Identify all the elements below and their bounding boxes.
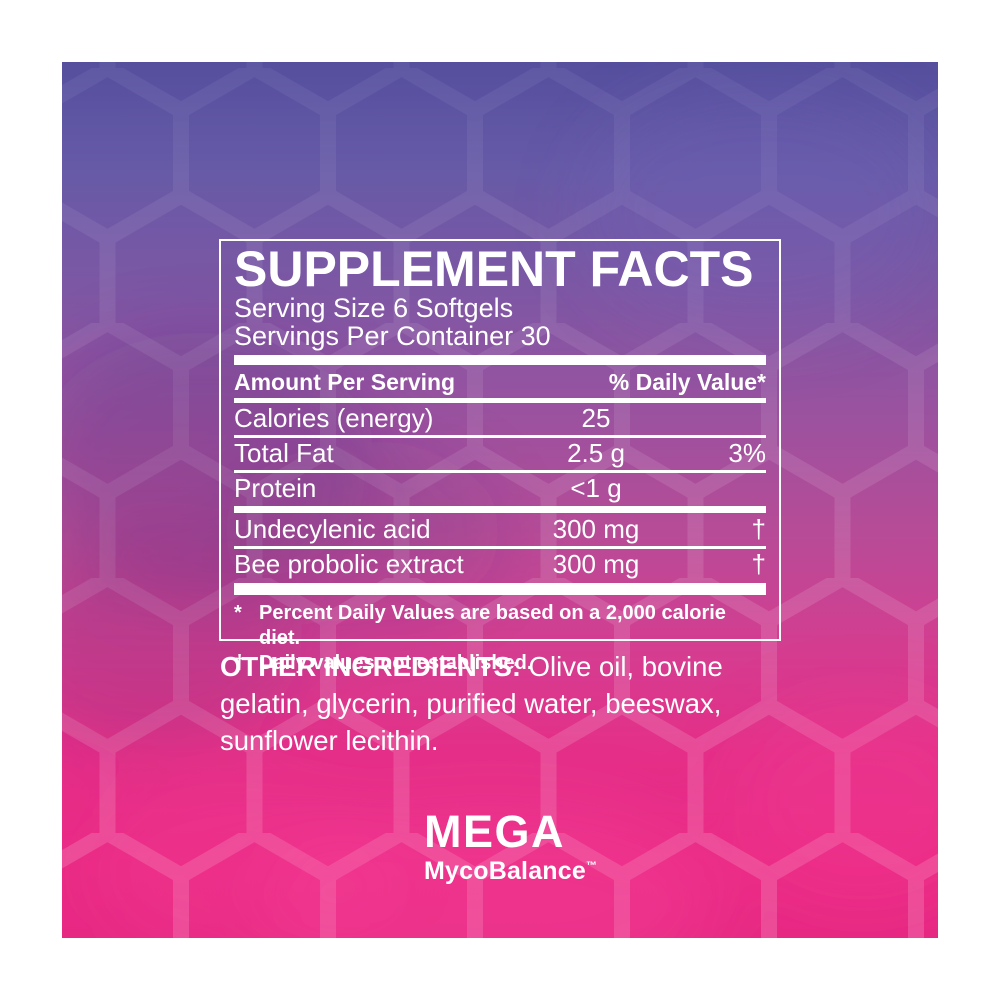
other-ingredients-label: OTHER INGREDIENTS: [220,651,521,682]
row-name: Calories (energy) [234,403,434,433]
divider-thick-top [234,355,766,365]
row-amount: 2.5 g [567,438,625,468]
row-name: Total Fat [234,438,334,468]
footnote-symbol: * [234,601,242,624]
table-row-undecylenic-acid: Undecylenic acid 300 mg † [234,514,766,546]
footnote-symbol: † [234,651,246,674]
column-header-row: Amount Per Serving % Daily Value* [234,365,766,398]
row-name: Undecylenic acid [234,514,431,544]
footnote-text: Percent Daily Values are based on a 2,00… [259,601,726,649]
table-row-total-fat: Total Fat 2.5 g 3% [234,438,766,470]
divider-thick-middle [234,505,766,513]
amount-per-serving-header: Amount Per Serving [234,369,456,395]
divider-thin [234,434,766,438]
brand-product-name: MycoBalance™ [424,853,597,884]
divider-thin [234,469,766,473]
daily-value-header: % Daily Value* [608,369,766,395]
row-name: Bee probolic extract [234,549,464,579]
row-dv: 3% [728,438,766,468]
table-row-bee-probolic-extract: Bee probolic extract 300 mg † [234,549,766,581]
table-row-calories: Calories (energy) 25 [234,403,766,435]
row-dv: † [751,549,766,579]
row-amount: 25 [581,403,611,433]
row-amount: <1 g [570,473,622,503]
divider-thick-bottom [234,582,766,595]
trademark-symbol: ™ [586,860,597,872]
serving-size: Serving Size 6 Softgels [234,293,514,323]
brand-logo: MEGA MycoBalance™ [424,806,597,884]
row-name: Protein [234,473,317,503]
brand-name: MEGA [424,806,565,857]
brand-product-text: MycoBalance [424,857,586,885]
panel-title: SUPPLEMENT FACTS [234,241,754,297]
table-row-protein: Protein <1 g [234,473,766,505]
row-dv: † [751,514,766,544]
divider-header [234,398,766,403]
footnotes: * Percent Daily Values are based on a 2,… [234,595,766,676]
footnote-text: Daily values not established. [259,651,533,674]
label-artwork: SUPPLEMENT FACTS Serving Size 6 Softgels… [62,62,938,938]
row-amount: 300 mg [552,514,640,544]
footnote-daily-values: * Percent Daily Values are based on a 2,… [234,601,766,651]
row-amount: 300 mg [552,549,640,579]
honeycomb-texture [62,62,938,938]
other-ingredients: OTHER INGREDIENTS: Olive oil, bovine gel… [220,648,740,759]
servings-per-container: Servings Per Container 30 [234,321,551,351]
supplement-facts-panel: SUPPLEMENT FACTS Serving Size 6 Softgels… [219,239,781,674]
footnote-not-established: † Daily values not established. [234,651,766,676]
divider-thin [234,545,766,549]
other-ingredients-text: Olive oil, bovine gelatin, glycerin, pur… [220,651,723,756]
